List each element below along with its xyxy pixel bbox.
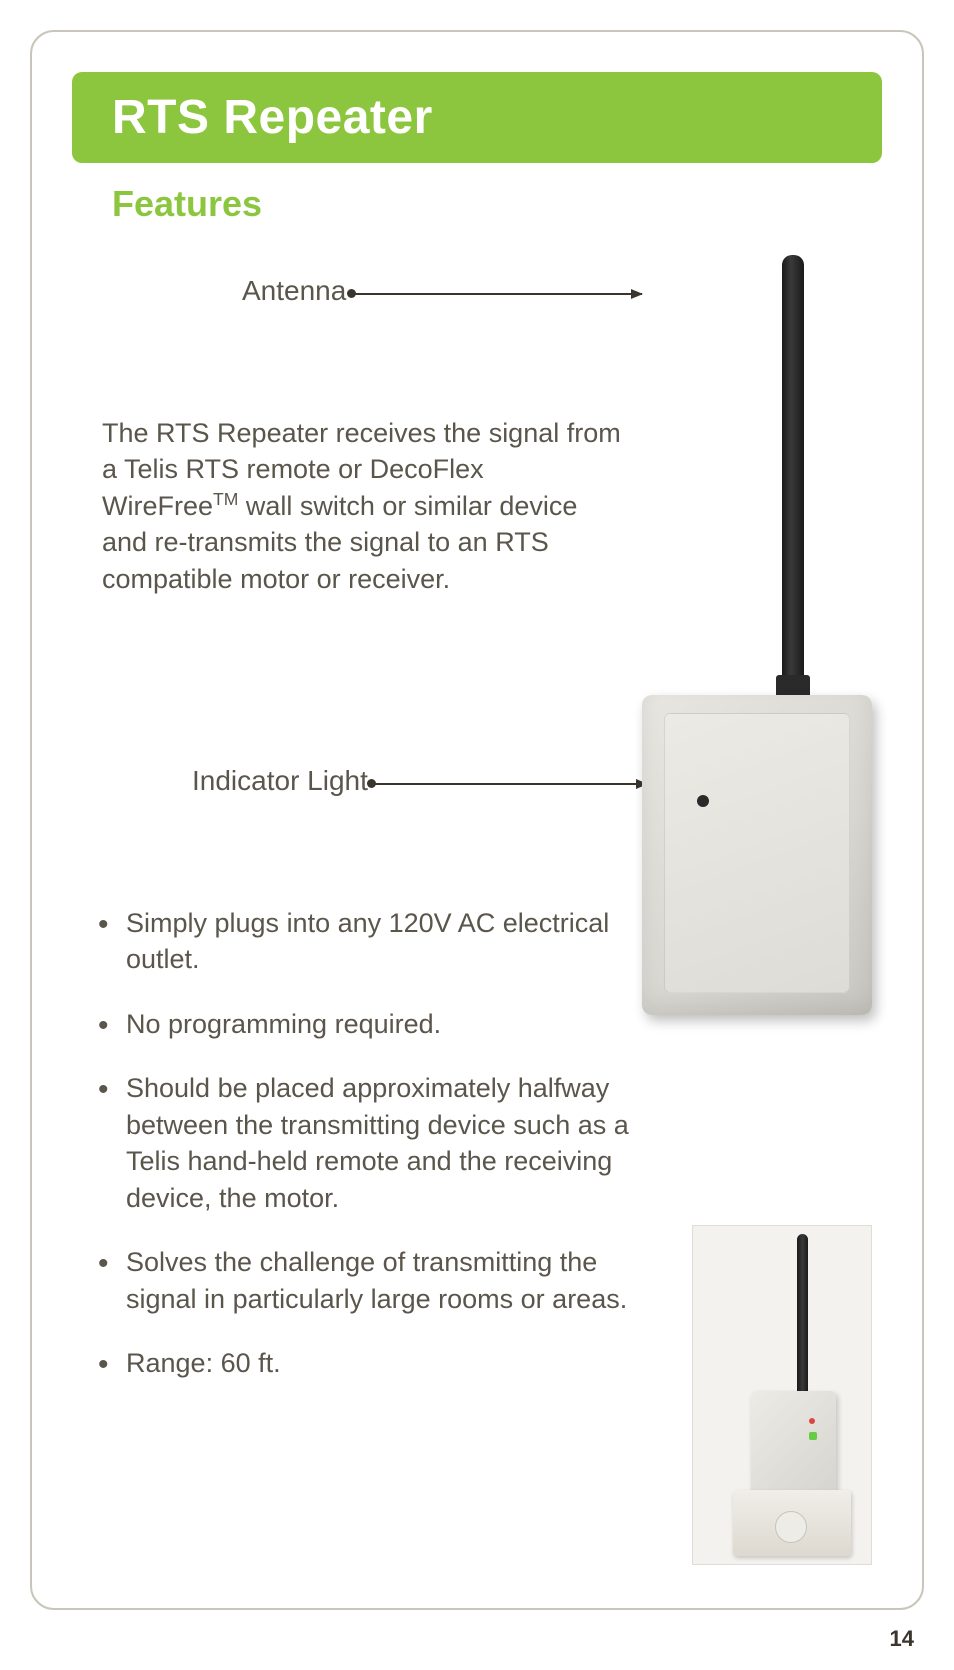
page-frame: RTS Repeater Features Antenna The RTS Re…: [30, 30, 924, 1610]
section-heading: Features: [112, 183, 882, 225]
feature-bullet: Simply plugs into any 120V AC electrical…: [92, 905, 652, 978]
product-illustration: [632, 255, 892, 1015]
feature-bullet: No programming required.: [92, 1006, 652, 1042]
callout-antenna-label: Antenna: [242, 275, 346, 307]
inset-device-body: [751, 1391, 836, 1496]
antenna-part: [782, 255, 804, 685]
callout-antenna-arrow: [352, 293, 642, 295]
title-banner: RTS Repeater: [72, 72, 882, 163]
device-face: [664, 713, 850, 993]
indicator-light-part: [697, 795, 709, 807]
page-title: RTS Repeater: [112, 90, 842, 145]
content-area: Antenna The RTS Repeater receives the si…: [72, 235, 882, 1585]
callout-indicator-arrow: [372, 783, 647, 785]
inset-led-green: [809, 1432, 817, 1440]
feature-bullet: Should be placed approximately halfway b…: [92, 1070, 652, 1216]
feature-bullet-list: Simply plugs into any 120V AC electrical…: [92, 905, 652, 1409]
product-description: The RTS Repeater receives the signal fro…: [102, 415, 622, 597]
callout-indicator-label: Indicator Light: [192, 765, 368, 797]
feature-bullet: Solves the challenge of transmitting the…: [92, 1244, 652, 1317]
product-inset-illustration: [692, 1225, 872, 1565]
trademark-symbol: TM: [213, 489, 238, 509]
feature-bullet: Range: 60 ft.: [92, 1345, 652, 1381]
device-body: [642, 695, 872, 1015]
page-number: 14: [890, 1626, 914, 1652]
inset-antenna: [797, 1234, 808, 1394]
inset-led-red: [809, 1418, 815, 1424]
inset-outlet-socket: [775, 1511, 807, 1543]
